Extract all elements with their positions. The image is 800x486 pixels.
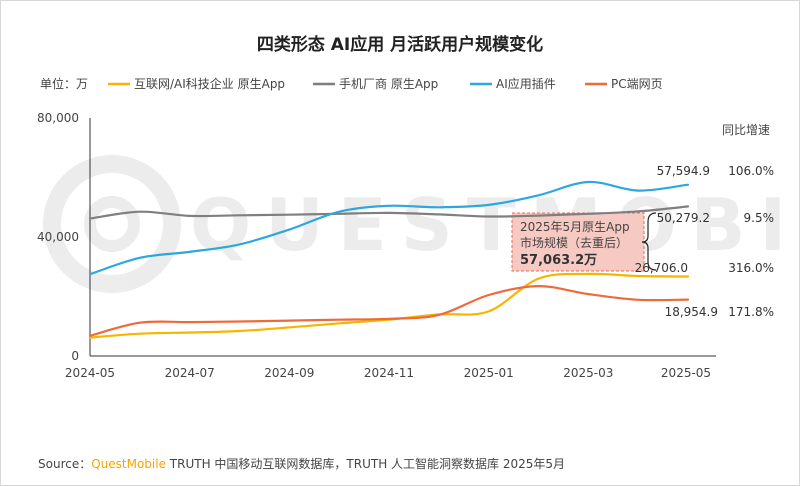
- legend-label: AI应用插件: [496, 76, 556, 91]
- x-tick-label: 2025-01: [464, 366, 514, 380]
- annotation-box: [511, 212, 645, 272]
- end-labels: 26,706.0 316.0% 50,279.2 9.5% 57,594.9 106.0%…: [635, 164, 774, 319]
- chart-title: 四类形态 AI应用 月活跃用户规模变化: [257, 34, 543, 55]
- legend-label: PC端网页: [611, 77, 663, 91]
- annotation: 2025年5月原生App 市场规模（去重后） 57,063.2万: [511, 212, 657, 272]
- x-tick-label: 2025-05: [661, 366, 711, 380]
- end-value-label: 26,706.0: [635, 261, 688, 275]
- end-value-label: 50,279.2: [657, 211, 710, 225]
- source-line: Source：QuestMobile TRUTH 中国移动互联网数据库，TRUT…: [38, 456, 565, 471]
- x-tick-label: 2024-09: [264, 366, 314, 380]
- series-line-ai-app: [88, 272, 690, 339]
- x-tick-label: 2024-11: [364, 366, 414, 380]
- legend-label: 手机厂商 原生App: [339, 76, 438, 91]
- x-tick-label: 2024-07: [165, 366, 215, 380]
- legend: 单位：万 互联网/AI科技企业 原生App 手机厂商 原生App AI应用插件 PC端…: [40, 76, 663, 91]
- unit-label: 单位：万: [40, 76, 88, 91]
- series-line-app: [88, 205, 690, 220]
- yoy-value: 106.0%: [728, 164, 774, 178]
- annotation-value: 57,063.2万: [520, 253, 597, 268]
- legend-label: 互联网/AI科技企业 原生App: [134, 76, 285, 91]
- yoy-value: 316.0%: [728, 261, 774, 275]
- axes: [89, 118, 716, 357]
- series-line-ai: [88, 180, 690, 276]
- y-tick-labels: 0 40,000 80,000: [37, 111, 79, 363]
- yoy-header: 同比增速: [722, 123, 770, 137]
- watermark-logo-core: [84, 196, 140, 252]
- watermark: QUESTMOBILE: [43, 155, 800, 293]
- x-tick-label: 2024-05: [65, 366, 115, 380]
- end-value-label: 18,954.9: [665, 305, 718, 319]
- y-tick-label: 0: [71, 349, 79, 363]
- series-lines: [88, 180, 690, 339]
- watermark-text: QUESTMOBILE: [190, 183, 800, 267]
- series-line-pc: [88, 284, 690, 337]
- x-tick-label: 2025-03: [563, 366, 613, 380]
- x-tick-labels: 2024-05 2024-07 2024-09 2024-11 2025-01 2025-…: [65, 366, 711, 380]
- annotation-line1: 2025年5月原生App: [520, 220, 630, 234]
- source-prefix: Source：: [38, 457, 91, 471]
- y-tick-label: 80,000: [37, 111, 79, 125]
- end-value-label: 57,594.9: [657, 164, 710, 178]
- yoy-value: 171.8%: [728, 305, 774, 319]
- watermark-logo-ring: [43, 155, 181, 293]
- y-tick-label: 40,000: [37, 230, 79, 244]
- annotation-line2: 市场规模（去重后）: [520, 235, 628, 250]
- source-brand: QuestMobile: [91, 457, 166, 471]
- annotation-bracket: [641, 212, 657, 271]
- source-text: TRUTH 中国移动互联网数据库，TRUTH 人工智能洞察数据库 2025年5月: [166, 456, 565, 471]
- yoy-value: 9.5%: [744, 211, 775, 225]
